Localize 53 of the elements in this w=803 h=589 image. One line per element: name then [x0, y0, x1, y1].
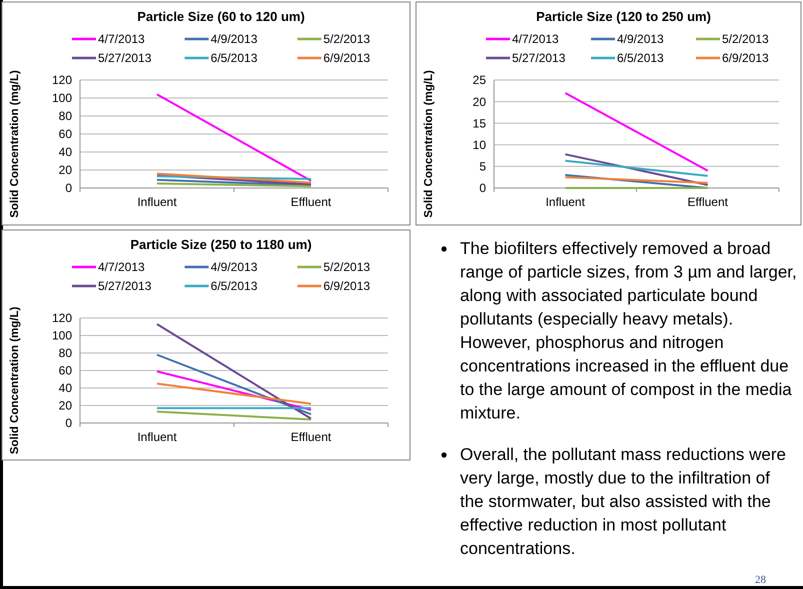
y-tick-label: 80: [58, 346, 72, 360]
chart-title: Particle Size (120 to 250 um): [536, 9, 711, 24]
legend-label: 5/2/2013: [323, 32, 370, 46]
legend-label: 4/7/2013: [512, 32, 560, 46]
legend-label: 5/2/2013: [323, 260, 370, 274]
y-tick-label: 20: [472, 94, 486, 109]
x-tick-label: Effluent: [688, 195, 729, 209]
legend-label: 6/5/2013: [210, 51, 258, 66]
y-tick-label: 10: [472, 138, 486, 152]
y-tick-label: 20: [58, 163, 72, 178]
legend-label: 5/27/2013: [98, 279, 152, 294]
legend-label: 4/9/2013: [210, 260, 258, 274]
y-tick-label: 80: [58, 109, 72, 124]
y-axis-title: Solid Concentration (mg/L): [9, 70, 21, 218]
legend-label: 4/7/2013: [98, 32, 146, 46]
legend-label: 6/9/2013: [323, 51, 370, 66]
x-tick-label: Effluent: [290, 195, 332, 209]
x-tick-label: Influent: [137, 195, 178, 209]
y-tick-label: 40: [58, 381, 72, 396]
x-tick-label: Influent: [137, 430, 178, 444]
y-tick-label: 120: [52, 73, 72, 88]
x-tick-label: Influent: [546, 195, 586, 209]
y-axis-title: Solid Concentration (mg/L): [9, 306, 21, 454]
legend-label: 4/7/2013: [98, 260, 146, 274]
legend-label: 6/9/2013: [722, 51, 770, 66]
y-axis-title: Solid Concentration (mg/L): [423, 70, 435, 218]
y-tick-label: 100: [52, 91, 72, 106]
text: 28: [755, 574, 766, 586]
y-tick-label: 0: [65, 416, 72, 430]
y-tick-label: 120: [52, 311, 72, 326]
chart-title: Particle Size (250 to 1180 um): [130, 237, 312, 252]
y-tick-label: 5: [479, 160, 486, 174]
chart-title: Particle Size (60 to 120 um): [137, 9, 305, 24]
legend-label: 6/9/2013: [323, 279, 370, 294]
y-tick-label: 0: [479, 181, 486, 196]
y-tick-label: 100: [52, 328, 72, 343]
legend-label: 5/2/2013: [722, 32, 770, 46]
text: The biofilters effectively removed a broad range of particle sizes, from 3 µm and larger, along with associated particulate bound pollutants (especially heavy metals). However, phosphorus and nitrogen concentrations increased in the effluent due to the large amount of compost in the media mixture.: [460, 239, 797, 422]
legend-label: 6/5/2013: [210, 279, 258, 294]
y-tick-label: 20: [58, 398, 72, 413]
legend-label: 4/9/2013: [617, 32, 664, 46]
y-tick-label: 60: [58, 127, 72, 142]
legend-label: 5/27/2013: [98, 51, 152, 66]
y-tick-label: 60: [58, 364, 72, 378]
x-tick-label: Effluent: [290, 430, 332, 444]
legend-label: 5/27/2013: [512, 51, 566, 66]
legend-label: 6/5/2013: [617, 51, 664, 66]
y-tick-label: 15: [472, 116, 486, 130]
legend-label: 4/9/2013: [210, 32, 258, 46]
y-tick-label: 25: [472, 73, 486, 88]
text: Overall, the pollutant mass reductions were very large, mostly due to the infiltration of the stormwater, but also assisted with the effective reduction in most pollutant concentrations.: [460, 445, 786, 558]
y-tick-label: 0: [65, 181, 72, 196]
y-tick-label: 40: [58, 145, 72, 160]
